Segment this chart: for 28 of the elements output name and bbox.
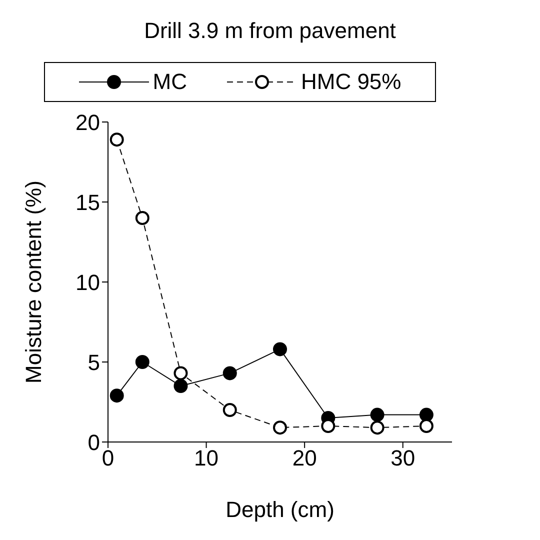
point [174,379,188,393]
point [222,366,237,380]
point [222,403,237,417]
point [370,408,384,422]
x-tick-label: 20 [292,446,317,471]
point [174,366,188,380]
point [135,355,150,369]
chart-title: Drill 3.9 m from pavement [143,17,397,45]
point [370,420,384,435]
x-tick-label: 30 [390,446,416,471]
y-tick-label: 20 [76,110,100,135]
point [110,388,124,403]
point [419,408,434,422]
point [110,132,124,147]
point [419,419,434,433]
y-tick-label: 15 [76,190,100,215]
y-tick-label: 0 [88,430,100,455]
x-tick-label: 10 [194,446,219,471]
legend-label: MC [152,69,187,95]
y-tick-label: 5 [88,350,100,375]
legend-label: HMC 95% [300,69,402,95]
y-axis-title: Moisture content (%) [20,180,46,384]
point [135,211,150,225]
y-tick-label: 10 [76,270,100,295]
x-axis-title: Depth (cm) [226,497,334,522]
point [273,342,287,356]
point [321,419,336,433]
point [273,420,287,435]
